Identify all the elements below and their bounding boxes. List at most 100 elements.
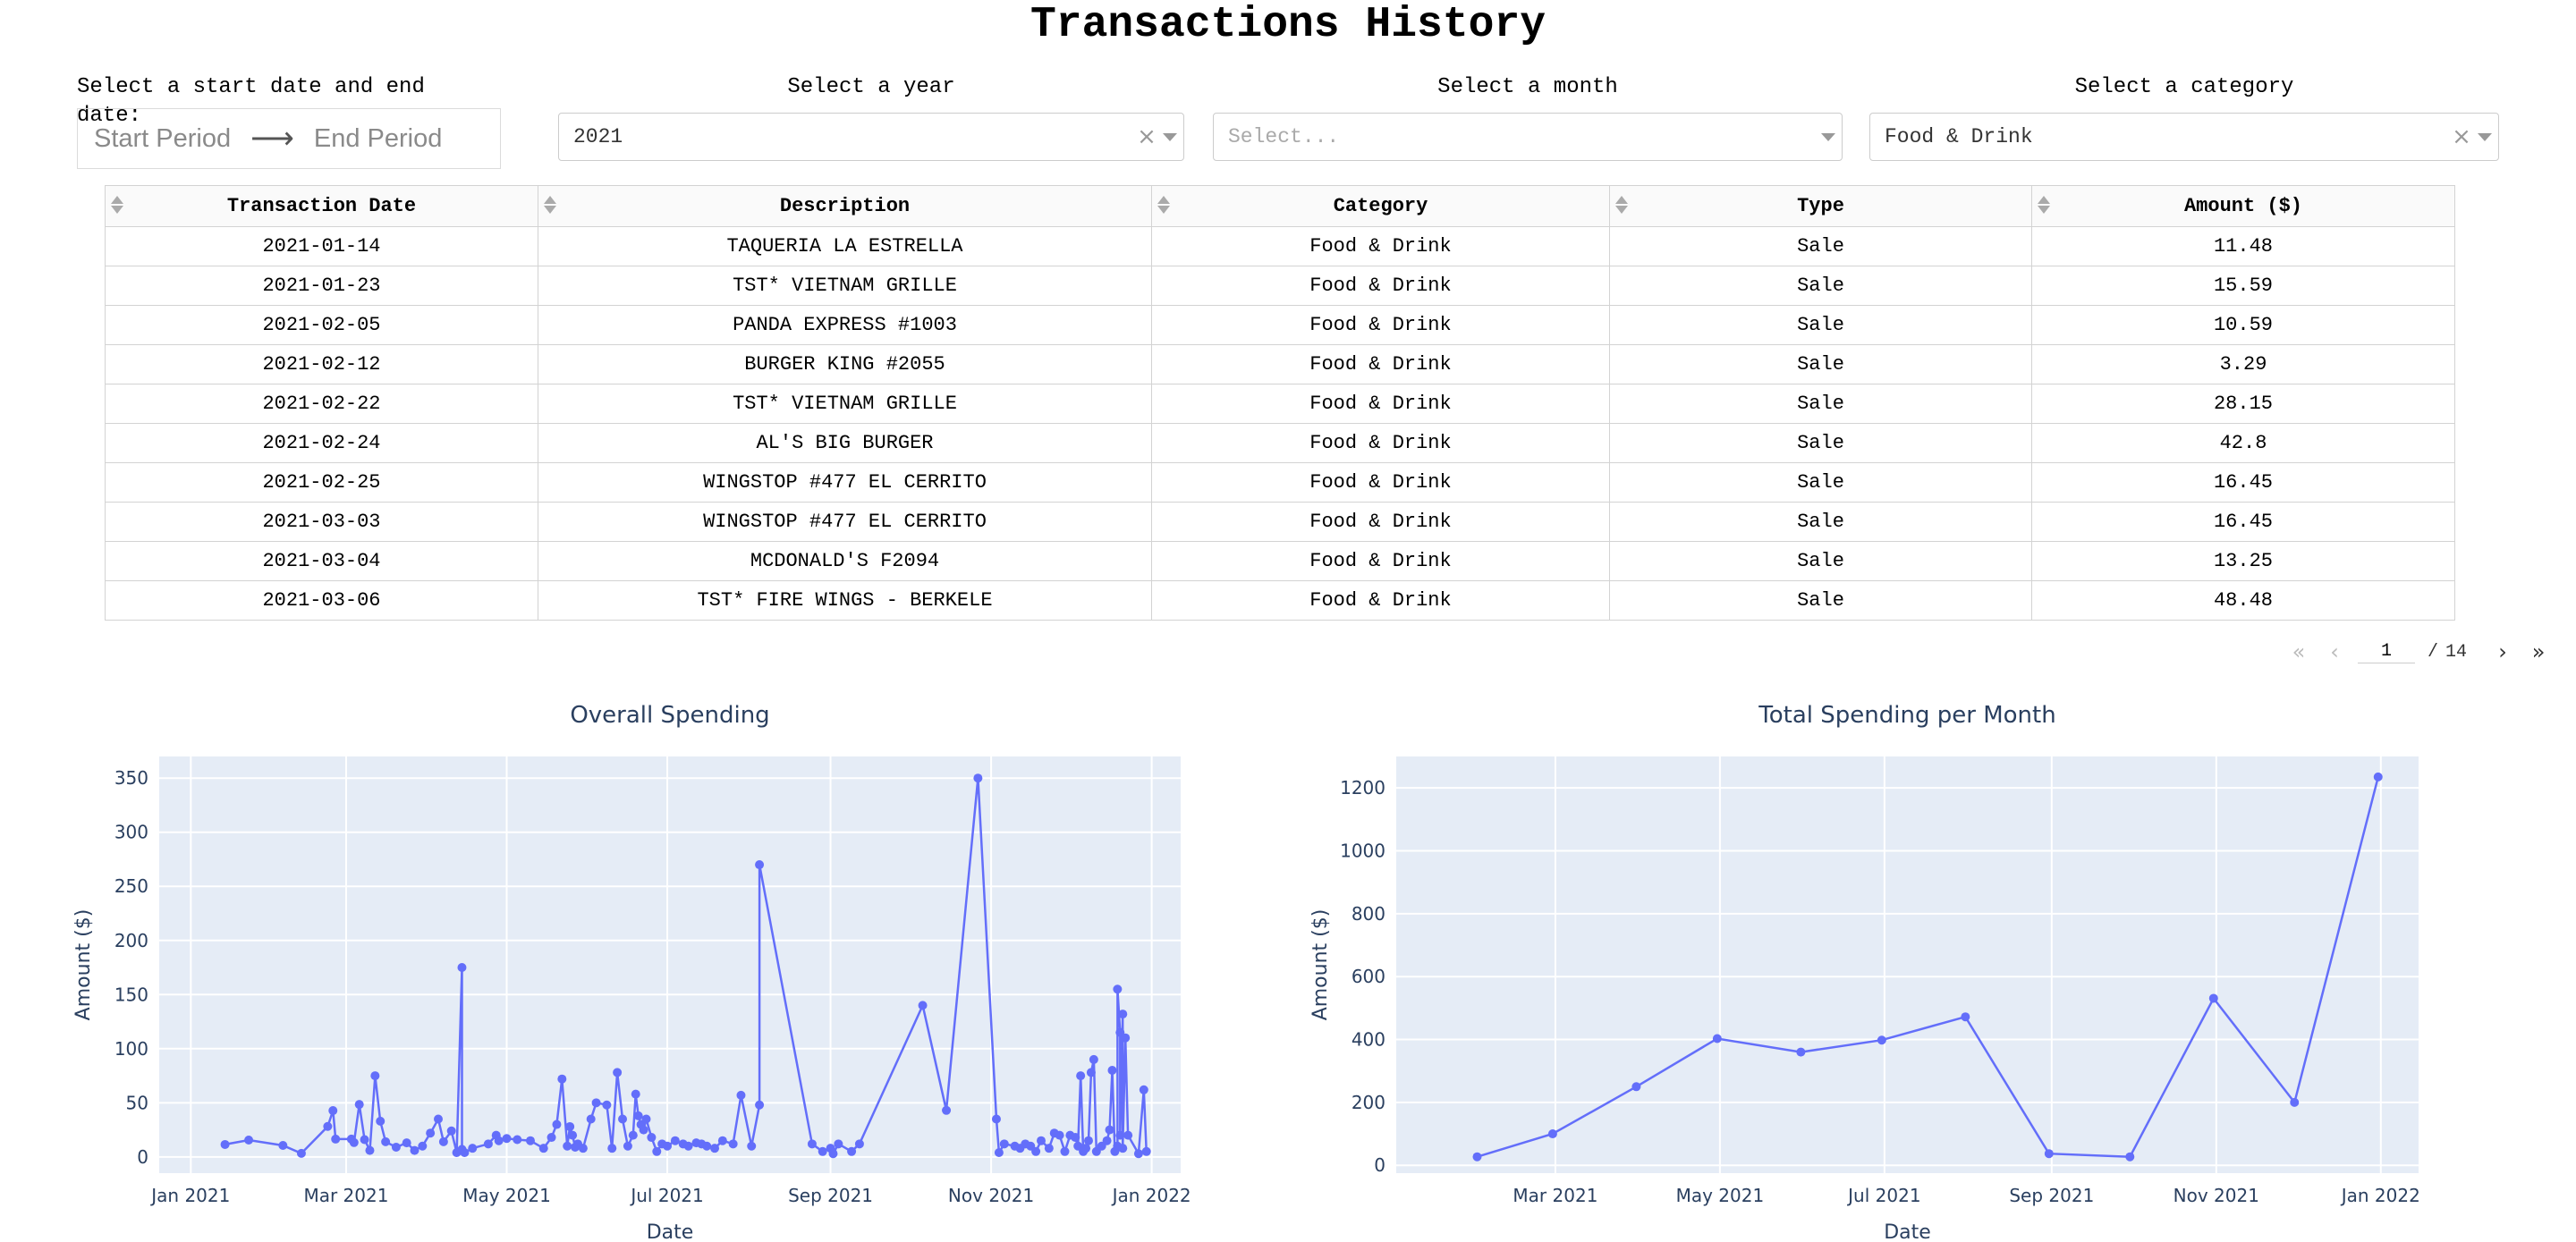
x-axis-label: Date <box>1884 1221 1931 1242</box>
data-point <box>526 1136 536 1145</box>
table-cell[interactable]: 2021-01-23 <box>105 266 538 306</box>
previous-page-icon[interactable]: ‹ <box>2330 639 2339 664</box>
table-cell[interactable]: Sale <box>1609 580 2032 621</box>
column-header[interactable]: Type <box>1609 185 2032 227</box>
y-tick-label: 150 <box>114 984 148 1005</box>
table-cell[interactable]: MCDONALD'S F2094 <box>538 541 1152 581</box>
table-cell[interactable]: TAQUERIA LA ESTRELLA <box>538 226 1152 266</box>
start-period-input[interactable]: Start Period <box>94 123 232 153</box>
table-cell[interactable]: 42.8 <box>2031 423 2455 463</box>
plot-area <box>159 756 1181 1173</box>
table-cell[interactable]: 16.45 <box>2031 502 2455 542</box>
end-period-input[interactable]: End Period <box>313 123 443 153</box>
table-row: 2021-02-24 AL'S BIG BURGER Food & Drink Sal… <box>105 423 2455 463</box>
table-row: 2021-03-03 WINGSTOP #477 EL CERRITO Food &… <box>105 502 2455 542</box>
table-cell[interactable]: Food & Drink <box>1151 541 1610 581</box>
table-cell[interactable]: 2021-02-12 <box>105 344 538 384</box>
table-cell[interactable]: Sale <box>1609 384 2032 424</box>
table-cell[interactable]: 3.29 <box>2031 344 2455 384</box>
data-point <box>1044 1144 1054 1153</box>
table-cell[interactable]: 2021-02-05 <box>105 305 538 345</box>
chevron-down-icon[interactable] <box>1157 132 1183 141</box>
first-page-icon[interactable]: « <box>2292 639 2306 664</box>
table-cell[interactable]: Food & Drink <box>1151 502 1610 542</box>
sort-icon[interactable] <box>2038 195 2050 218</box>
table-cell[interactable]: PANDA EXPRESS #1003 <box>538 305 1152 345</box>
data-point <box>1118 1010 1128 1019</box>
chevron-down-icon[interactable] <box>1815 132 1842 141</box>
table-cell[interactable]: TST* FIRE WINGS - BERKELE <box>538 580 1152 621</box>
table-cell[interactable]: Food & Drink <box>1151 423 1610 463</box>
table-cell[interactable]: 15.59 <box>2031 266 2455 306</box>
table-cell[interactable]: 2021-03-03 <box>105 502 538 542</box>
table-cell[interactable]: 2021-02-24 <box>105 423 538 463</box>
table-cell[interactable]: Sale <box>1609 502 2032 542</box>
y-tick-label: 300 <box>114 822 148 843</box>
clear-icon[interactable]: × <box>2452 123 2471 150</box>
table-cell[interactable]: Food & Drink <box>1151 580 1610 621</box>
table-cell[interactable]: WINGSTOP #477 EL CERRITO <box>538 462 1152 503</box>
data-point <box>483 1139 493 1149</box>
table-cell[interactable]: Food & Drink <box>1151 266 1610 306</box>
table-cell[interactable]: 10.59 <box>2031 305 2455 345</box>
table-cell[interactable]: Food & Drink <box>1151 344 1610 384</box>
month-select[interactable]: Select... <box>1213 113 1843 161</box>
category-select[interactable]: Food & Drink × <box>1869 113 2499 161</box>
table-cell[interactable]: 2021-02-25 <box>105 462 538 503</box>
table-row: 2021-01-14 TAQUERIA LA ESTRELLA Food & Dri… <box>105 226 2455 266</box>
chevron-down-icon[interactable] <box>2471 132 2498 141</box>
column-header[interactable]: Transaction Date <box>105 185 538 227</box>
table-cell[interactable]: Food & Drink <box>1151 305 1610 345</box>
table-cell[interactable]: 2021-03-04 <box>105 541 538 581</box>
table-cell[interactable]: 11.48 <box>2031 226 2455 266</box>
data-point <box>728 1139 738 1149</box>
table-cell[interactable]: 13.25 <box>2031 541 2455 581</box>
data-point <box>494 1136 504 1145</box>
table-cell[interactable]: TST* VIETNAM GRILLE <box>538 384 1152 424</box>
table-cell[interactable]: Food & Drink <box>1151 384 1610 424</box>
column-header[interactable]: Category <box>1151 185 1610 227</box>
sort-icon[interactable] <box>111 195 123 218</box>
sort-icon[interactable] <box>1157 195 1170 218</box>
last-page-icon[interactable]: » <box>2531 639 2546 664</box>
y-tick-label: 350 <box>114 767 148 789</box>
table-cell[interactable]: 48.48 <box>2031 580 2455 621</box>
sort-icon[interactable] <box>1615 195 1628 218</box>
table-cell[interactable]: BURGER KING #2055 <box>538 344 1152 384</box>
data-point <box>633 1111 643 1120</box>
table-cell[interactable]: Sale <box>1609 266 2032 306</box>
table-cell[interactable]: Sale <box>1609 462 2032 503</box>
table-cell[interactable]: 2021-03-06 <box>105 580 538 621</box>
table-row: 2021-01-23 TST* VIETNAM GRILLE Food & Drin… <box>105 266 2455 306</box>
table-cell[interactable]: 16.45 <box>2031 462 2455 503</box>
table-cell[interactable]: Sale <box>1609 305 2032 345</box>
table-cell[interactable]: 2021-01-14 <box>105 226 538 266</box>
column-header[interactable]: Description <box>538 185 1152 227</box>
data-point <box>1796 1047 1806 1057</box>
data-point <box>365 1145 375 1155</box>
table-cell[interactable]: Sale <box>1609 226 2032 266</box>
table-cell[interactable]: Sale <box>1609 423 2032 463</box>
data-point <box>547 1133 556 1143</box>
next-page-icon[interactable]: › <box>2498 639 2507 664</box>
table-cell[interactable]: 2021-02-22 <box>105 384 538 424</box>
clear-icon[interactable]: × <box>1137 123 1157 150</box>
year-select[interactable]: 2021 × <box>558 113 1184 161</box>
arrow-right-icon: ⟶ <box>250 122 294 156</box>
pagination: « ‹ / 14 › » <box>2281 636 2567 668</box>
data-point <box>994 1148 1004 1158</box>
sort-icon[interactable] <box>544 195 556 218</box>
y-axis-label: Amount ($) <box>72 909 95 1021</box>
table-cell[interactable]: Food & Drink <box>1151 226 1610 266</box>
table-cell[interactable]: WINGSTOP #477 EL CERRITO <box>538 502 1152 542</box>
table-cell[interactable]: Sale <box>1609 344 2032 384</box>
data-point <box>607 1144 617 1153</box>
date-range-picker[interactable]: Start Period ⟶ End Period <box>77 108 501 169</box>
table-cell[interactable]: Sale <box>1609 541 2032 581</box>
table-cell[interactable]: 28.15 <box>2031 384 2455 424</box>
table-cell[interactable]: Food & Drink <box>1151 462 1610 503</box>
column-header[interactable]: Amount ($) <box>2031 185 2455 227</box>
table-cell[interactable]: TST* VIETNAM GRILLE <box>538 266 1152 306</box>
table-cell[interactable]: AL'S BIG BURGER <box>538 423 1152 463</box>
page-number-input[interactable] <box>2358 640 2415 663</box>
